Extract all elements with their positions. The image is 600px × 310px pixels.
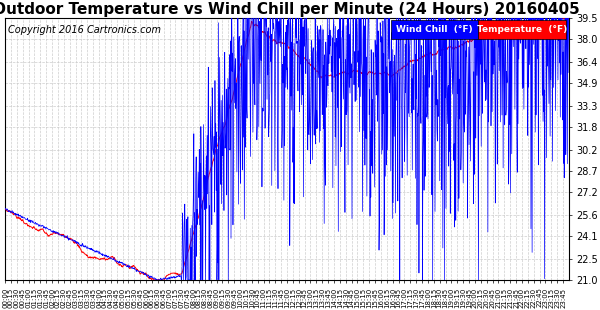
FancyBboxPatch shape [391,20,478,39]
Text: Temperature  (°F): Temperature (°F) [477,25,567,34]
Title: Outdoor Temperature vs Wind Chill per Minute (24 Hours) 20160405: Outdoor Temperature vs Wind Chill per Mi… [0,2,580,17]
Text: Copyright 2016 Cartronics.com: Copyright 2016 Cartronics.com [8,25,161,35]
FancyBboxPatch shape [478,20,566,39]
Text: Wind Chill  (°F): Wind Chill (°F) [397,25,473,34]
